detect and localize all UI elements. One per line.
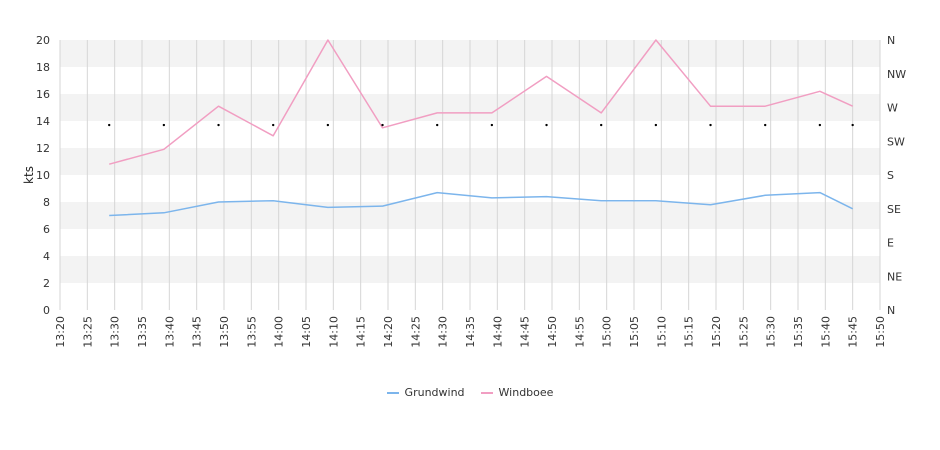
x-tick-label: 14:20: [382, 316, 395, 348]
direction-marker: [272, 123, 275, 127]
y-tick-label: 14: [36, 115, 50, 128]
x-tick-label: 13:55: [245, 316, 258, 348]
x-tick-label: 15:25: [737, 316, 750, 348]
vertical-gridlines: [59, 40, 881, 310]
direction-tick-labels: N NE E SE S SW W NW N: [887, 34, 906, 317]
x-tick-labels: 13:20 13:25 13:30 13:35 13:40 13:45 13:50 13:55…: [54, 316, 887, 348]
x-tick-label: 14:55: [573, 316, 586, 348]
direction-marker: [217, 123, 220, 127]
x-tick-label: 15:50: [874, 316, 887, 348]
direction-tick-label: N: [887, 34, 895, 47]
x-tick-label: 13:30: [109, 316, 122, 348]
x-tick-label: 13:25: [81, 316, 94, 348]
x-tick-label: 15:15: [683, 316, 696, 348]
y-axis-label: kts: [22, 166, 36, 184]
x-tick-label: 15:45: [847, 316, 860, 348]
series-line-windboee: [109, 39, 854, 165]
legend: Grundwind Windboee: [0, 386, 940, 399]
x-tick-label: 13:20: [54, 316, 67, 348]
direction-markers: [108, 123, 854, 127]
direction-marker: [600, 123, 603, 127]
legend-swatch-windboee: [480, 391, 493, 394]
x-tick-label: 14:10: [327, 316, 340, 348]
x-tick-label: 14:50: [546, 316, 559, 348]
direction-tick-label: N: [887, 304, 895, 317]
direction-marker: [490, 123, 494, 127]
direction-tick-label: E: [887, 237, 894, 250]
x-tick-label: 14:00: [273, 316, 286, 348]
x-tick-label: 15:20: [710, 316, 723, 348]
direction-tick-label: SE: [887, 203, 901, 216]
legend-swatch-grundwind: [386, 391, 399, 394]
legend-label-windboee: Windboee: [498, 386, 554, 399]
x-tick-label: 15:10: [655, 316, 668, 348]
x-tick-label: 13:35: [136, 316, 149, 348]
y-tick-label: 2: [43, 277, 50, 290]
direction-marker: [381, 123, 384, 127]
direction-tick-label: NE: [887, 270, 902, 283]
x-tick-label: 13:45: [191, 316, 204, 348]
direction-tick-label: SW: [887, 135, 905, 148]
x-tick-label: 14:45: [519, 316, 532, 348]
direction-marker: [108, 123, 111, 127]
direction-marker: [326, 123, 330, 127]
direction-marker: [818, 123, 822, 127]
x-tick-label: 15:30: [765, 316, 778, 348]
x-tick-label: 15:35: [792, 316, 805, 348]
x-tick-label: 13:40: [163, 316, 176, 348]
x-tick-label: 14:15: [355, 316, 368, 348]
direction-marker: [545, 123, 548, 127]
series-line-grundwind: [109, 191, 854, 217]
legend-item-windboee[interactable]: Windboee: [480, 386, 554, 399]
direction-marker: [709, 123, 712, 127]
legend-label-grundwind: Grundwind: [404, 386, 465, 399]
direction-marker: [436, 123, 439, 127]
y-tick-label: 0: [43, 304, 50, 317]
x-tick-label: 15:00: [601, 316, 614, 348]
y-tick-labels: 0 2 4 6 8 10 12 14 16 18 20: [36, 34, 50, 317]
y-tick-label: 20: [36, 34, 50, 47]
direction-marker: [764, 123, 767, 127]
x-tick-label: 14:05: [300, 316, 313, 348]
y-tick-label: 8: [43, 196, 50, 209]
series-lines: [109, 39, 854, 217]
y-tick-label: 10: [36, 169, 50, 182]
y-tick-label: 6: [43, 223, 50, 236]
direction-tick-label: W: [887, 102, 898, 115]
y-tick-label: 12: [36, 142, 50, 155]
x-tick-label: 14:30: [437, 316, 450, 348]
x-tick-label: 14:25: [409, 316, 422, 348]
direction-marker: [162, 123, 166, 127]
x-tick-label: 15:05: [628, 316, 641, 348]
direction-marker: [851, 123, 854, 127]
x-tick-label: 15:40: [819, 316, 832, 348]
direction-tick-label: NW: [887, 68, 906, 81]
x-tick-label: 13:50: [218, 316, 231, 348]
legend-item-grundwind[interactable]: Grundwind: [386, 386, 465, 399]
y-tick-label: 4: [43, 250, 50, 263]
x-tick-label: 14:35: [464, 316, 477, 348]
direction-marker: [654, 123, 658, 127]
x-tick-label: 14:40: [491, 316, 504, 348]
y-tick-label: 16: [36, 88, 50, 101]
direction-tick-label: S: [887, 169, 894, 182]
y-tick-label: 18: [36, 61, 50, 74]
